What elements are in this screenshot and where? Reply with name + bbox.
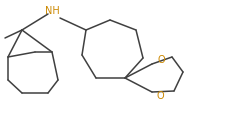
Text: NH: NH <box>45 6 59 16</box>
Text: O: O <box>156 91 164 101</box>
Text: O: O <box>157 55 165 65</box>
